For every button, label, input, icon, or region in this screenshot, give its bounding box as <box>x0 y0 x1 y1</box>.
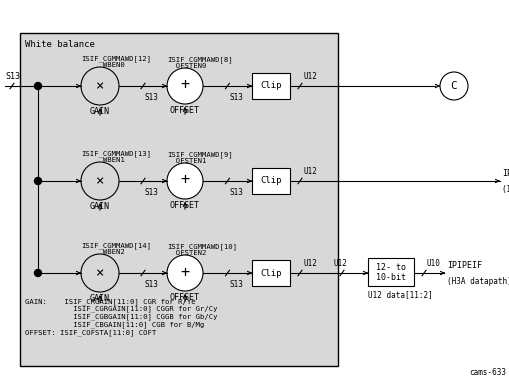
Bar <box>367 258 413 286</box>
Circle shape <box>35 178 41 184</box>
Text: OFFSET: OFFSET <box>169 201 200 210</box>
Bar <box>251 168 290 194</box>
Text: +: + <box>180 77 189 93</box>
Text: ×: × <box>96 79 104 93</box>
Text: 10-bit: 10-bit <box>375 273 405 282</box>
Text: S13: S13 <box>229 280 243 289</box>
Text: OFFSET: OFFSET <box>169 106 200 115</box>
Circle shape <box>81 67 119 105</box>
Text: Clip: Clip <box>260 176 281 186</box>
Bar <box>251 260 290 286</box>
Text: S13: S13 <box>5 72 20 81</box>
Circle shape <box>166 68 203 104</box>
Text: IPIPEIF: IPIPEIF <box>446 261 481 270</box>
Text: +: + <box>180 264 189 280</box>
Text: ISIF_CGMMAWD[10]: ISIF_CGMMAWD[10] <box>166 243 237 250</box>
Text: U12: U12 <box>303 72 317 81</box>
Text: ISIF_CGMMAWD[8]: ISIF_CGMMAWD[8] <box>166 56 232 63</box>
Text: U12 data[11:2]: U12 data[11:2] <box>367 290 432 299</box>
Text: 12- to: 12- to <box>375 263 405 272</box>
Text: WBEN1: WBEN1 <box>81 157 125 163</box>
Circle shape <box>439 72 467 100</box>
Text: S13: S13 <box>145 280 159 289</box>
Text: U12: U12 <box>303 259 317 268</box>
Text: S13: S13 <box>145 93 159 102</box>
Text: S13: S13 <box>145 188 159 197</box>
Text: GAIN:    ISIF_CRGAIN[11:0] CGR for R/Ye
           ISIF_CGRGAIN[11:0] CGGR for G: GAIN: ISIF_CRGAIN[11:0] CGR for R/Ye ISI… <box>25 298 217 336</box>
Text: ×: × <box>96 266 104 280</box>
Text: U10: U10 <box>426 259 440 268</box>
Text: Clip: Clip <box>260 82 281 91</box>
Text: U12: U12 <box>333 259 347 268</box>
Text: Clip: Clip <box>260 269 281 277</box>
Text: U12: U12 <box>303 167 317 176</box>
Circle shape <box>81 162 119 200</box>
Circle shape <box>35 269 41 277</box>
Text: (IPIPE datapath): (IPIPE datapath) <box>501 185 509 194</box>
Text: White balance: White balance <box>25 40 95 49</box>
Text: ISIF_CGMMAWD[9]: ISIF_CGMMAWD[9] <box>166 151 232 158</box>
Text: GAIN: GAIN <box>90 294 110 303</box>
Text: S13: S13 <box>229 188 243 197</box>
Text: S13: S13 <box>229 93 243 102</box>
Text: ×: × <box>96 174 104 188</box>
Circle shape <box>35 83 41 90</box>
Text: WBEN0: WBEN0 <box>81 62 125 68</box>
Text: OFSTEN0: OFSTEN0 <box>166 63 206 69</box>
Circle shape <box>166 255 203 291</box>
Text: cams-633: cams-633 <box>468 368 505 377</box>
Text: IPIPEIF: IPIPEIF <box>501 169 509 178</box>
Text: +: + <box>180 173 189 187</box>
Circle shape <box>166 163 203 199</box>
Text: C: C <box>450 81 457 91</box>
Text: (H3A datapath): (H3A datapath) <box>446 277 509 286</box>
Text: ISIF_CGMMAWD[13]: ISIF_CGMMAWD[13] <box>81 150 151 157</box>
Bar <box>20 33 337 366</box>
Text: OFFSET: OFFSET <box>169 293 200 302</box>
Text: ISIF_CGMMAWD[12]: ISIF_CGMMAWD[12] <box>81 55 151 62</box>
Text: OFSTEN2: OFSTEN2 <box>166 250 206 256</box>
Bar <box>251 73 290 99</box>
Text: WBEN2: WBEN2 <box>81 249 125 255</box>
Text: ISIF_CGMMAWD[14]: ISIF_CGMMAWD[14] <box>81 242 151 249</box>
Text: GAIN: GAIN <box>90 202 110 211</box>
Circle shape <box>81 254 119 292</box>
Text: GAIN: GAIN <box>90 107 110 116</box>
Text: OFSTEN1: OFSTEN1 <box>166 158 206 164</box>
